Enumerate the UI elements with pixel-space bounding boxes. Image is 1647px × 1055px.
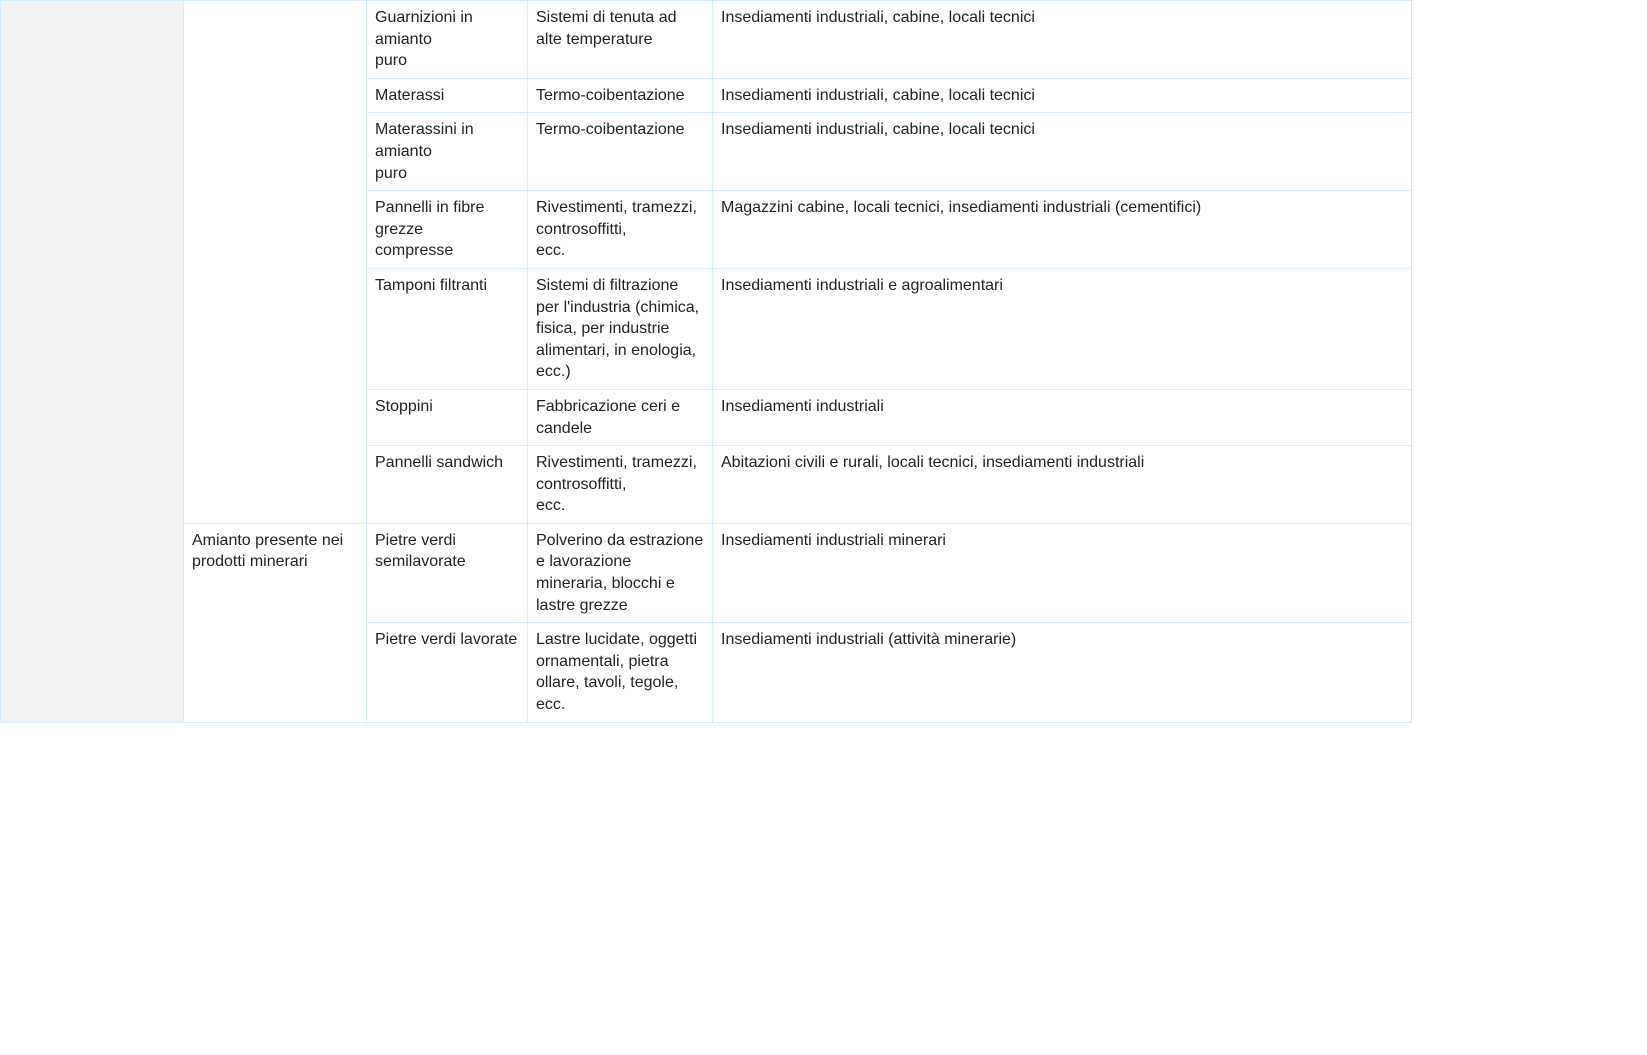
table-row: Amianto presente neiprodotti minerariPie…	[1, 523, 1412, 622]
location: Insediamenti industriali	[713, 389, 1412, 445]
application: Termo-coibentazione	[528, 113, 713, 191]
product-name: Pietre verdi semilavorate	[367, 523, 528, 622]
location: Insediamenti industriali e agroalimentar…	[713, 268, 1412, 389]
application: Rivestimenti, tramezzi, controsoffitti,e…	[528, 446, 713, 524]
application: Fabbricazione ceri e candele	[528, 389, 713, 445]
location: Insediamenti industriali, cabine, locali…	[713, 78, 1412, 113]
product-name: Pannelli sandwich	[367, 446, 528, 524]
location: Insediamenti industriali, cabine, locali…	[713, 113, 1412, 191]
location: Insediamenti industriali minerari	[713, 523, 1412, 622]
application: Lastre lucidate, oggetti ornamentali, pi…	[528, 623, 713, 722]
location: Insediamenti industriali (attività miner…	[713, 623, 1412, 722]
application: Sistemi di tenuta ad alte temperature	[528, 1, 713, 79]
application: Rivestimenti, tramezzi, controsoffitti,e…	[528, 191, 713, 269]
location: Abitazioni civili e rurali, locali tecni…	[713, 446, 1412, 524]
product-name: Pietre verdi lavorate	[367, 623, 528, 722]
product-name: Materassi	[367, 78, 528, 113]
application: Termo-coibentazione	[528, 78, 713, 113]
category-col-1	[1, 1, 184, 723]
product-name: Stoppini	[367, 389, 528, 445]
subcategory-col-2	[184, 1, 367, 524]
location: Magazzini cabine, locali tecnici, insedi…	[713, 191, 1412, 269]
materials-table: Guarnizioni in amiantopuroSistemi di ten…	[0, 0, 1412, 723]
product-name: Guarnizioni in amiantopuro	[367, 1, 528, 79]
product-name: Materassini in amiantopuro	[367, 113, 528, 191]
location: Insediamenti industriali, cabine, locali…	[713, 1, 1412, 79]
product-name: Tamponi filtranti	[367, 268, 528, 389]
table-row: Guarnizioni in amiantopuroSistemi di ten…	[1, 1, 1412, 79]
application: Sistemi di filtrazione per l'industria (…	[528, 268, 713, 389]
product-name: Pannelli in fibre grezzecompresse	[367, 191, 528, 269]
application: Polverino da estrazione e lavorazione mi…	[528, 523, 713, 622]
subcategory-col-2: Amianto presente neiprodotti minerari	[184, 523, 367, 722]
